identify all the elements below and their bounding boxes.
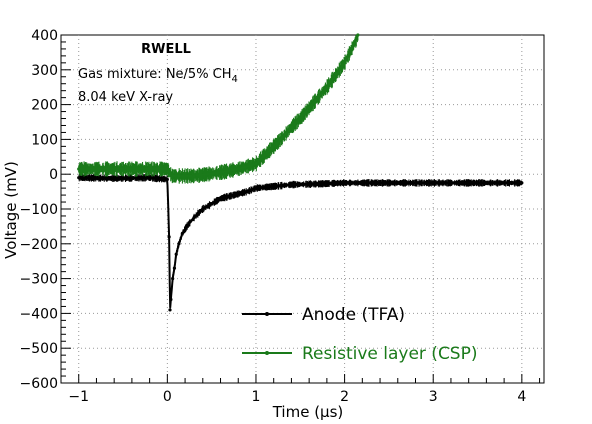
data-point [171,277,175,281]
axis-ticks [60,34,541,384]
x-tick-label: 4 [517,389,526,405]
data-point [325,85,329,89]
data-point [167,235,171,239]
data-point [169,297,173,302]
legend-label-resistive: Resistive layer (CSP) [302,344,478,364]
data-point [520,181,524,185]
data-point [218,170,223,175]
data-point [475,181,480,185]
data-point [307,106,311,110]
data-point [170,174,174,178]
series-line [78,176,522,308]
data-point [192,216,196,220]
y-tick-label: −600 [20,376,58,392]
annotation-gas-text: Gas mixture: Ne/5% CH [78,67,232,82]
annotation-gas-mixture: Gas mixture: Ne/5% CH4 [78,67,238,85]
y-tick-label: 200 [31,98,58,114]
data-point [342,181,347,185]
data-point [148,176,152,180]
data-point [289,183,294,187]
data-point [245,190,249,194]
data-point [254,162,258,166]
y-tick-label: −300 [20,272,58,288]
data-point [112,176,116,180]
data-point [387,181,391,185]
data-point [351,43,356,48]
data-point [201,207,205,211]
series-line [78,34,359,177]
chart-title: RWELL [141,42,191,57]
data-point [168,308,172,312]
data-point [232,193,236,197]
data-point [272,184,276,188]
y-tick-label: −500 [20,341,58,357]
data-point [174,252,178,256]
data-point [334,73,338,77]
annotation-gas-subscript: 4 [232,74,238,85]
data-point [77,167,81,171]
y-tick-label: 100 [31,132,58,148]
data-point [431,181,435,185]
legend: Anode (TFA) Resistive layer (CSP) [242,305,478,364]
data-point [172,266,177,270]
annotation-xray: 8.04 keV X-ray [78,90,173,105]
y-tick-label: 0 [49,167,58,183]
data-point [316,182,320,186]
data-point [180,231,185,235]
data-point [236,167,240,171]
data-point [254,186,258,190]
x-tick-label: 0 [163,389,172,405]
y-axis-label: Voltage (mV) [2,161,20,259]
grid-lines [61,35,544,383]
tick-labels: −1 0 1 2 3 4 400 300 200 100 0 −100 −200 −300 −400 −500… [20,28,527,405]
x-tick-label: 3 [429,389,438,405]
data-point [192,174,196,178]
legend-marker-anode [265,312,269,316]
data-point [356,33,360,37]
data-point [121,167,125,171]
y-tick-label: −200 [20,237,58,253]
data-point [185,224,189,228]
y-tick-label: −100 [20,202,58,218]
data-point [272,144,276,148]
data-point [218,196,223,201]
y-tick-label: −400 [20,306,58,322]
data-point [280,136,285,140]
data-point [316,96,320,100]
x-tick-label: 2 [340,389,349,405]
series-layer [77,33,524,312]
data-point [289,125,294,129]
data-point [165,167,169,171]
data-point [77,176,81,180]
data-point [263,153,267,157]
data-point [177,242,181,246]
x-tick-label: −1 [68,389,89,405]
data-point [165,177,169,182]
y-tick-label: 300 [31,63,58,79]
data-point [298,116,302,121]
legend-marker-resistive [265,351,269,355]
x-tick-label: 1 [252,389,261,405]
series-anode [77,174,524,312]
y-tick-label: 400 [31,28,58,44]
series-resistive [77,33,360,184]
x-axis-label: Time (µs) [272,403,344,421]
data-point [342,61,347,65]
legend-label-anode: Anode (TFA) [302,305,405,325]
data-point [210,202,214,206]
